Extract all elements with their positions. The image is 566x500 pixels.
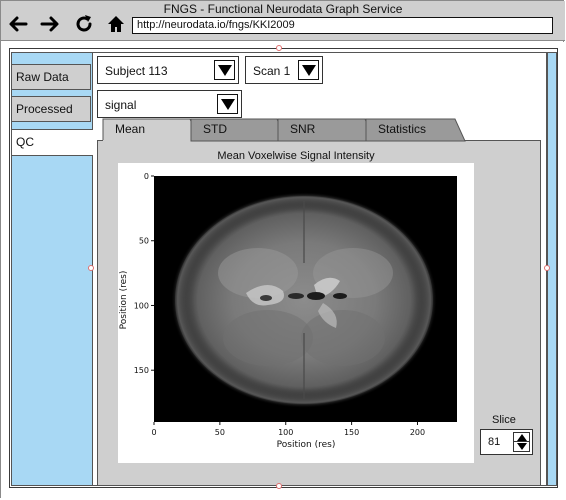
arrow-right-icon[interactable] — [39, 13, 61, 35]
slice-label: Slice — [492, 414, 516, 426]
brain-slice-image — [171, 192, 437, 408]
scan-select[interactable]: Scan 1 — [245, 56, 323, 84]
chart-title: Mean Voxelwise Signal Intensity — [217, 150, 375, 162]
resize-handle-right[interactable] — [544, 265, 550, 271]
chevron-down-icon[interactable] — [214, 60, 235, 80]
resize-handle-top[interactable] — [276, 45, 282, 51]
title-bar: FNGS - Functional Neurodata Graph Servic… — [1, 1, 565, 41]
slice-value: 81 — [488, 436, 501, 448]
brain-slice-chart: 0 50 100 150 200 0 50 100 150 Position (res) Po… — [119, 172, 457, 450]
scan-select-value: Scan 1 — [253, 64, 291, 78]
sidebar-item-processed[interactable]: Processed — [11, 96, 91, 122]
url-field[interactable]: http://neurodata.io/fngs/KKI2009 — [132, 17, 553, 34]
y-axis-label: Position (res) — [119, 271, 129, 330]
stepper-buttons — [513, 432, 530, 452]
x-axis: 0 50 100 150 200 — [151, 422, 425, 437]
y-tick-label: 50 — [139, 237, 149, 246]
stepper-up-icon[interactable] — [514, 433, 529, 442]
slice-stepper[interactable]: 81 — [480, 429, 533, 455]
y-tick-label: 100 — [134, 301, 149, 310]
resize-handle-bottom[interactable] — [276, 483, 282, 489]
tab-mean-label: Mean — [115, 122, 146, 136]
chevron-down-icon[interactable] — [298, 60, 319, 80]
subject-select[interactable]: Subject 113 — [97, 56, 239, 84]
tab-statistics-label: Statistics — [378, 122, 427, 136]
window-title: FNGS - Functional Neurodata Graph Servic… — [163, 2, 403, 16]
tab-std-label: STD — [203, 122, 227, 136]
measure-select[interactable]: signal — [97, 90, 242, 118]
measure-select-value: signal — [105, 98, 137, 112]
sidebar-panel — [11, 52, 93, 486]
x-tick-label: 200 — [410, 428, 425, 437]
sidebar-item-qc[interactable]: QC — [11, 129, 93, 156]
tab-snr-label: SNR — [290, 122, 316, 136]
x-axis-label: Position (res) — [277, 440, 336, 450]
x-tick-label: 100 — [278, 428, 293, 437]
y-axis: 0 50 100 150 — [134, 172, 154, 375]
sidebar-item-raw-data[interactable]: Raw Data — [11, 64, 91, 90]
chevron-down-icon[interactable] — [217, 94, 238, 114]
tab-mean[interactable]: Mean — [102, 118, 201, 142]
home-icon[interactable] — [105, 13, 127, 35]
tab-std[interactable]: STD — [190, 118, 288, 142]
app-content: Raw Data Processed QC Subject 113 Scan 1… — [1, 42, 565, 499]
y-tick-label: 150 — [134, 366, 149, 375]
tab-snr[interactable]: SNR — [277, 118, 376, 142]
resize-handle-left[interactable] — [88, 265, 94, 271]
stepper-down-icon[interactable] — [514, 442, 529, 451]
tab-statistics[interactable]: Statistics — [365, 118, 466, 142]
arrow-left-icon[interactable] — [7, 13, 29, 35]
brain-slice-figure: 0 50 100 150 200 0 50 100 150 Position (res) Po… — [118, 163, 474, 463]
x-tick-label: 0 — [151, 428, 156, 437]
reload-icon[interactable] — [73, 13, 95, 35]
subject-select-value: Subject 113 — [105, 64, 168, 78]
x-tick-label: 50 — [215, 428, 225, 437]
y-tick-label: 0 — [144, 172, 149, 181]
x-tick-label: 150 — [344, 428, 359, 437]
